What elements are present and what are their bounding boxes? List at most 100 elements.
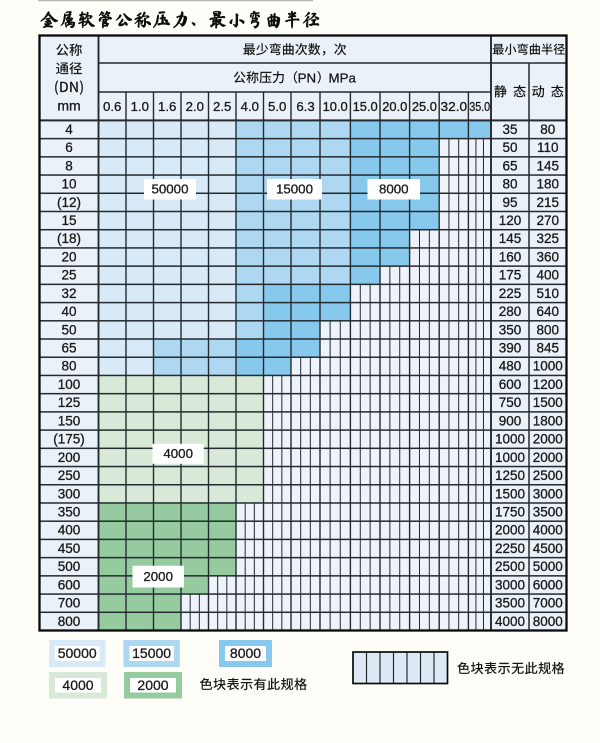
svg-text:270: 270: [537, 213, 560, 228]
svg-text:80: 80: [61, 359, 76, 374]
svg-text:6.3: 6.3: [296, 99, 314, 114]
svg-text:280: 280: [499, 304, 522, 319]
svg-text:300: 300: [58, 486, 81, 501]
svg-text:2.5: 2.5: [213, 99, 231, 114]
svg-text:35.0: 35.0: [469, 99, 490, 114]
svg-text:175: 175: [499, 268, 522, 283]
svg-text:32: 32: [61, 286, 76, 301]
svg-text:1800: 1800: [533, 413, 563, 428]
svg-text:510: 510: [537, 286, 560, 301]
svg-text:800: 800: [58, 614, 81, 629]
svg-text:20: 20: [61, 249, 76, 264]
svg-text:8: 8: [65, 158, 73, 173]
svg-text:2000: 2000: [495, 523, 525, 538]
svg-text:2000: 2000: [143, 569, 173, 584]
svg-text:50000: 50000: [152, 182, 189, 197]
svg-text:145: 145: [499, 231, 522, 246]
svg-text:15000: 15000: [132, 645, 171, 661]
svg-text:2500: 2500: [533, 468, 563, 483]
svg-text:95: 95: [502, 195, 517, 210]
svg-text:4500: 4500: [533, 541, 563, 556]
svg-text:6: 6: [65, 140, 73, 155]
svg-text:15: 15: [61, 213, 76, 228]
svg-text:450: 450: [58, 541, 81, 556]
svg-text:(12): (12): [57, 195, 81, 210]
svg-text:1000: 1000: [495, 450, 525, 465]
svg-text:10: 10: [61, 177, 76, 192]
svg-text:65: 65: [502, 158, 517, 173]
svg-text:MPa: MPa: [329, 70, 357, 85]
svg-text:8000: 8000: [533, 614, 563, 629]
svg-text:750: 750: [499, 395, 522, 410]
svg-text:3000: 3000: [533, 486, 563, 501]
svg-text:10.0: 10.0: [323, 99, 348, 114]
svg-text:600: 600: [58, 577, 81, 592]
svg-text:1500: 1500: [533, 395, 563, 410]
svg-text:500: 500: [58, 559, 81, 574]
svg-text:7000: 7000: [533, 596, 563, 611]
svg-text:150: 150: [58, 413, 81, 428]
svg-text:845: 845: [537, 341, 560, 356]
svg-text:1.0: 1.0: [131, 99, 149, 114]
svg-text:4000: 4000: [495, 614, 525, 629]
svg-text:640: 640: [537, 304, 560, 319]
svg-text:900: 900: [499, 413, 522, 428]
svg-text:325: 325: [537, 231, 560, 246]
svg-text:400: 400: [58, 523, 81, 538]
svg-text:2000: 2000: [137, 677, 168, 693]
svg-text:8000: 8000: [230, 645, 261, 661]
svg-text:225: 225: [499, 286, 522, 301]
svg-text:50: 50: [502, 140, 517, 155]
svg-text:25: 25: [61, 268, 76, 283]
svg-text:(18): (18): [57, 231, 81, 246]
svg-text:35: 35: [502, 122, 517, 137]
svg-text:40: 40: [61, 304, 76, 319]
svg-text:110: 110: [537, 140, 559, 155]
svg-text:3000: 3000: [495, 577, 525, 592]
svg-text:4000: 4000: [533, 523, 563, 538]
svg-text:50000: 50000: [58, 645, 97, 661]
svg-text:215: 215: [537, 195, 560, 210]
svg-text:800: 800: [537, 322, 560, 337]
svg-text:0.6: 0.6: [103, 99, 121, 114]
svg-text:1000: 1000: [495, 432, 525, 447]
svg-text:5.0: 5.0: [268, 99, 286, 114]
svg-text:65: 65: [61, 341, 76, 356]
svg-text:20.0: 20.0: [382, 99, 407, 114]
svg-text:160: 160: [499, 249, 522, 264]
svg-text:32.0: 32.0: [441, 99, 468, 114]
svg-text:600: 600: [499, 377, 522, 392]
svg-text:1200: 1200: [533, 377, 563, 392]
svg-text:4: 4: [65, 122, 73, 137]
svg-text:100: 100: [58, 377, 81, 392]
svg-text:15000: 15000: [276, 182, 313, 197]
svg-text:1250: 1250: [495, 468, 525, 483]
svg-text:1.6: 1.6: [158, 99, 176, 114]
svg-text:2.0: 2.0: [186, 99, 204, 114]
svg-text:25.0: 25.0: [412, 99, 437, 114]
svg-text:350: 350: [58, 505, 81, 520]
svg-text:(175): (175): [53, 432, 85, 447]
svg-text:2500: 2500: [495, 559, 525, 574]
svg-text:2000: 2000: [533, 432, 563, 447]
svg-text:360: 360: [537, 249, 560, 264]
svg-text:4.0: 4.0: [241, 99, 259, 114]
svg-text:120: 120: [499, 213, 522, 228]
svg-text:3500: 3500: [495, 596, 525, 611]
svg-text:PN: PN: [298, 70, 316, 85]
svg-text:3500: 3500: [533, 505, 563, 520]
svg-text:125: 125: [58, 395, 81, 410]
svg-text:80: 80: [540, 122, 555, 137]
svg-text:1500: 1500: [495, 486, 525, 501]
svg-text:6000: 6000: [533, 577, 563, 592]
svg-text:5000: 5000: [533, 559, 563, 574]
svg-text:15.0: 15.0: [353, 99, 378, 114]
svg-text:250: 250: [58, 468, 81, 483]
svg-text:700: 700: [58, 596, 81, 611]
svg-text:2250: 2250: [495, 541, 525, 556]
svg-text:1000: 1000: [533, 359, 563, 374]
svg-text:1750: 1750: [495, 505, 525, 520]
svg-text:50: 50: [61, 322, 76, 337]
svg-text:80: 80: [502, 177, 517, 192]
svg-text:180: 180: [537, 177, 560, 192]
